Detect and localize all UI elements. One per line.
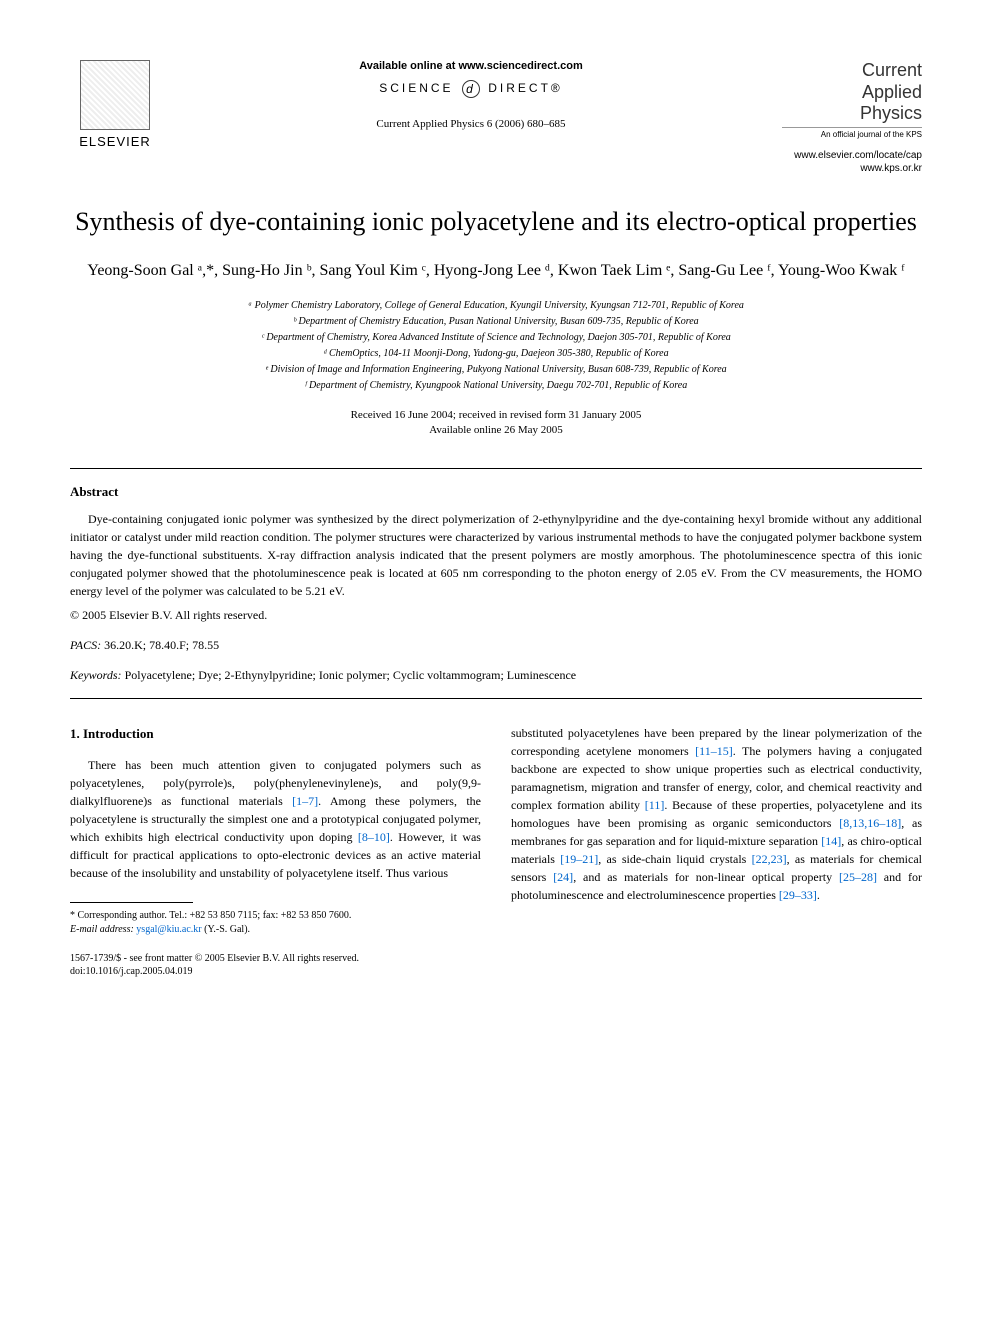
publisher-name: ELSEVIER xyxy=(79,134,151,149)
intro-r8: , and as materials for non-linear optica… xyxy=(573,870,839,884)
journal-urls: www.elsevier.com/locate/cap www.kps.or.k… xyxy=(782,149,922,175)
footer-lines: 1567-1739/$ - see front matter © 2005 El… xyxy=(70,952,481,978)
footnote-divider xyxy=(70,902,193,903)
journal-title-l1: Current xyxy=(782,60,922,82)
divider-bottom xyxy=(70,698,922,699)
ref-11-15[interactable]: [11–15] xyxy=(695,744,733,758)
header-row: ELSEVIER Available online at www.science… xyxy=(70,60,922,175)
email-line: E-mail address: ysgal@kiu.ac.kr (Y.-S. G… xyxy=(70,923,481,937)
affiliation-b: ᵇ Department of Chemistry Education, Pus… xyxy=(70,314,922,329)
ref-1-7[interactable]: [1–7] xyxy=(292,794,318,808)
email-label: E-mail address: xyxy=(70,924,134,935)
keywords-line: Keywords: Polyacetylene; Dye; 2-Ethynylp… xyxy=(70,668,922,683)
available-date: Available online 26 May 2005 xyxy=(70,423,922,438)
abstract-copyright: © 2005 Elsevier B.V. All rights reserved… xyxy=(70,608,922,623)
ref-24[interactable]: [24] xyxy=(553,870,573,884)
divider-top xyxy=(70,468,922,469)
journal-title: Current Applied Physics xyxy=(782,60,922,125)
ref-8-13-16-18[interactable]: [8,13,16–18] xyxy=(839,816,901,830)
ref-11[interactable]: [11] xyxy=(645,798,665,812)
affiliation-d: ᵈ ChemOptics, 104-11 Moonji-Dong, Yudong… xyxy=(70,346,922,361)
footer-doi: doi:10.1016/j.cap.2005.04.019 xyxy=(70,965,481,978)
affiliations: ᵃ Polymer Chemistry Laboratory, College … xyxy=(70,298,922,393)
keywords-label: Keywords: xyxy=(70,668,122,682)
intro-para-right: substituted polyacetylenes have been pre… xyxy=(511,724,922,904)
received-date: Received 16 June 2004; received in revis… xyxy=(70,408,922,423)
pacs-values: 36.20.K; 78.40.F; 78.55 xyxy=(104,638,219,652)
body-columns: 1. Introduction There has been much atte… xyxy=(70,724,922,978)
sd-d-icon: d xyxy=(462,80,480,98)
ref-8-10[interactable]: [8–10] xyxy=(358,830,390,844)
intro-r6: , as side-chain liquid crystals xyxy=(598,852,751,866)
corresponding-author: * Corresponding author. Tel.: +82 53 850… xyxy=(70,909,481,923)
section-1-heading: 1. Introduction xyxy=(70,724,481,744)
affiliation-c: ᶜ Department of Chemistry, Korea Advance… xyxy=(70,330,922,345)
journal-box: Current Applied Physics An official jour… xyxy=(782,60,922,175)
ref-14[interactable]: [14] xyxy=(821,834,841,848)
available-online-text: Available online at www.sciencedirect.co… xyxy=(180,60,762,72)
journal-url-1: www.elsevier.com/locate/cap xyxy=(782,149,922,162)
left-column: 1. Introduction There has been much atte… xyxy=(70,724,481,978)
article-title: Synthesis of dye-containing ionic polyac… xyxy=(70,205,922,239)
ref-22-23[interactable]: [22,23] xyxy=(752,852,787,866)
ref-29-33[interactable]: [29–33] xyxy=(779,888,817,902)
affiliation-f: ᶠ Department of Chemistry, Kyungpook Nat… xyxy=(70,378,922,393)
abstract-text: Dye-containing conjugated ionic polymer … xyxy=(70,510,922,600)
email-address[interactable]: ysgal@kiu.ac.kr xyxy=(136,924,201,935)
email-name: (Y.-S. Gal). xyxy=(204,924,250,935)
intro-para-left: There has been much attention given to c… xyxy=(70,756,481,882)
pacs-label: PACS: xyxy=(70,638,101,652)
authors-list: Yeong-Soon Gal ᵃ,*, Sung-Ho Jin ᵇ, Sang … xyxy=(70,259,922,283)
elsevier-tree-icon xyxy=(80,60,150,130)
sd-right: DIRECT® xyxy=(488,81,563,95)
affiliation-e: ᵉ Division of Image and Information Engi… xyxy=(70,362,922,377)
corresponding-footnote: * Corresponding author. Tel.: +82 53 850… xyxy=(70,909,481,937)
footer-copyright: 1567-1739/$ - see front matter © 2005 El… xyxy=(70,952,481,965)
sd-left: SCIENCE xyxy=(379,81,453,95)
affiliation-a: ᵃ Polymer Chemistry Laboratory, College … xyxy=(70,298,922,313)
right-column: substituted polyacetylenes have been pre… xyxy=(511,724,922,978)
ref-19-21[interactable]: [19–21] xyxy=(560,852,598,866)
pacs-line: PACS: 36.20.K; 78.40.F; 78.55 xyxy=(70,638,922,653)
keywords-values: Polyacetylene; Dye; 2-Ethynylpyridine; I… xyxy=(125,668,577,682)
journal-reference: Current Applied Physics 6 (2006) 680–685 xyxy=(180,118,762,130)
journal-url-2: www.kps.or.kr xyxy=(782,162,922,175)
sciencedirect-logo: SCIENCE d DIRECT® xyxy=(180,80,762,98)
journal-subtitle: An official journal of the KPS xyxy=(782,127,922,139)
article-dates: Received 16 June 2004; received in revis… xyxy=(70,408,922,439)
center-header: Available online at www.sciencedirect.co… xyxy=(160,60,782,130)
ref-25-28[interactable]: [25–28] xyxy=(839,870,877,884)
abstract-heading: Abstract xyxy=(70,484,922,500)
journal-title-l2: Applied xyxy=(782,82,922,104)
publisher-logo-block: ELSEVIER xyxy=(70,60,160,160)
journal-title-l3: Physics xyxy=(782,103,922,125)
intro-r10: . xyxy=(817,888,820,902)
